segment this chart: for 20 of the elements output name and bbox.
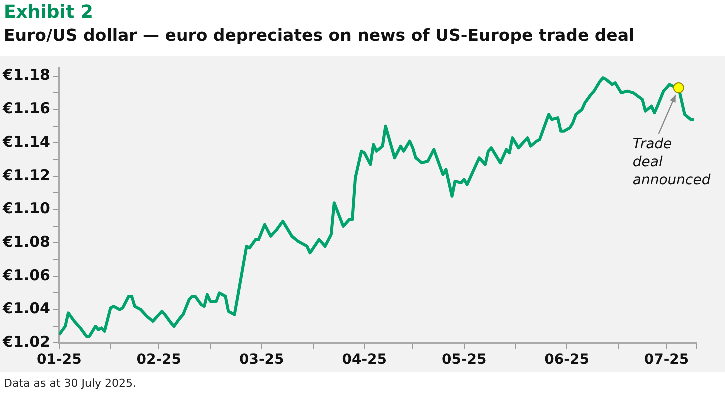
y-tick-label: €1.12 xyxy=(2,166,50,184)
y-tick-label: €1.02 xyxy=(2,333,50,352)
y-tick-label: €1.14 xyxy=(2,132,50,151)
y-tick-label: €1.16 xyxy=(2,100,50,118)
y-tick-label: €1.08 xyxy=(2,233,50,252)
x-tick-label: 01-25 xyxy=(37,352,82,368)
annotation: Trade deal announced xyxy=(632,136,711,189)
y-tick-label: €1.18 xyxy=(2,66,50,84)
x-tick-label: 03-25 xyxy=(240,352,284,368)
chart-subtitle: Euro/US dollar — euro depreciates on news of US-Europe trade deal xyxy=(4,25,636,47)
x-tick-label: 02-25 xyxy=(136,352,182,368)
x-tick-label: 07-25 xyxy=(644,352,690,368)
chart-title: Exhibit 2 xyxy=(4,1,94,24)
x-tick-label: 04-25 xyxy=(342,352,388,368)
y-tick-label: €1.06 xyxy=(2,266,50,284)
x-tick-label: 06-25 xyxy=(544,352,590,368)
x-tick-label: 05-25 xyxy=(442,352,487,368)
y-tick-label: €1.04 xyxy=(2,300,50,318)
y-tick-label: €1.10 xyxy=(2,200,50,218)
text: Data as at 30 July 2025. xyxy=(3,376,138,390)
